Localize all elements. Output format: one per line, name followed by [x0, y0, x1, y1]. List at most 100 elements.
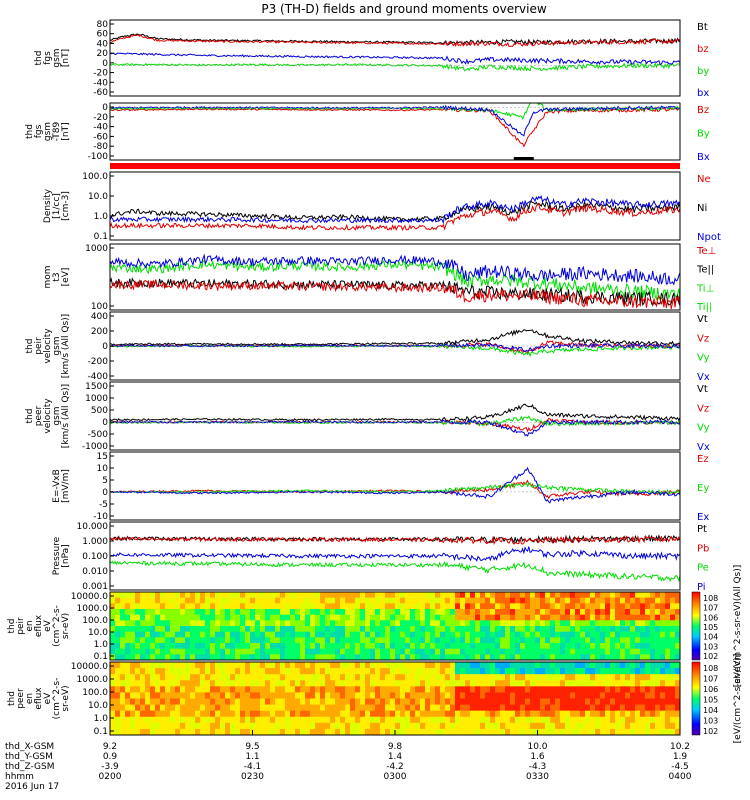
heatmap-cell	[585, 686, 591, 693]
heatmap-cell	[415, 654, 421, 661]
heatmap-cell	[255, 674, 261, 681]
heatmap-cell	[205, 643, 211, 650]
heatmap-cell	[355, 698, 361, 705]
heatmap-cell	[335, 620, 341, 627]
heatmap-cell	[655, 626, 661, 633]
heatmap-cell	[170, 643, 176, 650]
heatmap-cell	[670, 637, 676, 644]
heatmap-cell	[620, 631, 626, 638]
heatmap-cell	[180, 680, 186, 687]
heatmap-cell	[305, 614, 311, 621]
heatmap-cell	[405, 692, 411, 699]
heatmap-cell	[355, 686, 361, 693]
heatmap-cell	[630, 692, 636, 699]
legend-entry: Ne	[697, 174, 711, 185]
heatmap-cell	[520, 668, 526, 675]
heatmap-cell	[480, 648, 486, 655]
heatmap-cell	[625, 692, 631, 699]
heatmap-cell	[470, 716, 476, 724]
heatmap-cell	[410, 620, 416, 627]
heatmap-cell	[430, 686, 436, 693]
heatmap-cell	[305, 662, 311, 669]
heatmap-cell	[345, 603, 351, 610]
heatmap-cell	[510, 710, 516, 718]
heatmap-cell	[660, 637, 666, 644]
heatmap-cell	[160, 680, 166, 687]
heatmap-cell	[540, 603, 546, 610]
heatmap-cell	[325, 674, 331, 681]
heatmap-cell	[510, 614, 516, 621]
legend-entry: Vt	[697, 314, 708, 325]
heatmap-cell	[420, 597, 426, 604]
heatmap-cell	[190, 648, 196, 655]
heatmap-cell	[530, 626, 536, 633]
heatmap-cell	[595, 662, 601, 669]
heatmap-cell	[275, 710, 281, 718]
heatmap-cell	[280, 692, 286, 699]
heatmap-cell	[395, 728, 401, 736]
heatmap-cell	[340, 686, 346, 693]
heatmap-cell	[260, 710, 266, 718]
heatmap-cell	[565, 680, 571, 687]
heatmap-cell	[135, 631, 141, 638]
heatmap-cell	[655, 603, 661, 610]
heatmap-cell	[665, 614, 671, 621]
heatmap-cell	[330, 614, 336, 621]
heatmap-cell	[660, 626, 666, 633]
heatmap-cell	[330, 692, 336, 699]
heatmap-cell	[295, 603, 301, 610]
heatmap-cell	[480, 620, 486, 627]
heatmap-cell	[360, 614, 366, 621]
heatmap-cell	[530, 597, 536, 604]
heatmap-cell	[320, 614, 326, 621]
y-tick-label: 10.0	[88, 192, 108, 202]
heatmap-cell	[665, 674, 671, 681]
heatmap-cell	[165, 637, 171, 644]
heatmap-cell	[475, 654, 481, 661]
heatmap-cell	[365, 597, 371, 604]
heatmap-cell	[600, 710, 606, 718]
heatmap-cell	[415, 609, 421, 616]
heatmap-cell	[675, 716, 681, 724]
heatmap-cell	[330, 674, 336, 681]
heatmap-cell	[280, 698, 286, 705]
heatmap-cell	[565, 631, 571, 638]
heatmap-cell	[590, 603, 596, 610]
heatmap-cell	[560, 686, 566, 693]
heatmap-cell	[650, 704, 656, 712]
heatmap-cell	[120, 674, 126, 681]
heatmap-cell	[365, 722, 371, 730]
heatmap-cell	[330, 620, 336, 627]
heatmap-cell	[145, 680, 151, 687]
heatmap-cell	[450, 614, 456, 621]
heatmap-cell	[180, 704, 186, 712]
heatmap-cell	[445, 662, 451, 669]
heatmap-cell	[260, 662, 266, 669]
heatmap-cell	[235, 692, 241, 699]
heatmap-cell	[140, 722, 146, 730]
heatmap-cell	[390, 674, 396, 681]
heatmap-cell	[520, 686, 526, 693]
heatmap-cell	[355, 637, 361, 644]
heatmap-cell	[180, 710, 186, 718]
heatmap-cell	[580, 716, 586, 724]
heatmap-cell	[465, 686, 471, 693]
heatmap-cell	[590, 620, 596, 627]
heatmap-cell	[520, 674, 526, 681]
heatmap-cell	[190, 592, 196, 599]
heatmap-cell	[440, 648, 446, 655]
heatmap-cell	[620, 668, 626, 675]
heatmap-cell	[615, 614, 621, 621]
heatmap-cell	[250, 597, 256, 604]
heatmap-cell	[480, 654, 486, 661]
heatmap-cell	[160, 710, 166, 718]
heatmap-cell	[525, 704, 531, 712]
heatmap-cell	[560, 592, 566, 599]
heatmap-cell	[375, 710, 381, 718]
heatmap-cell	[310, 728, 316, 736]
heatmap-cell	[605, 631, 611, 638]
heatmap-cell	[175, 674, 181, 681]
heatmap-cell	[115, 643, 121, 650]
heatmap-cell	[675, 728, 681, 736]
heatmap-cell	[180, 597, 186, 604]
